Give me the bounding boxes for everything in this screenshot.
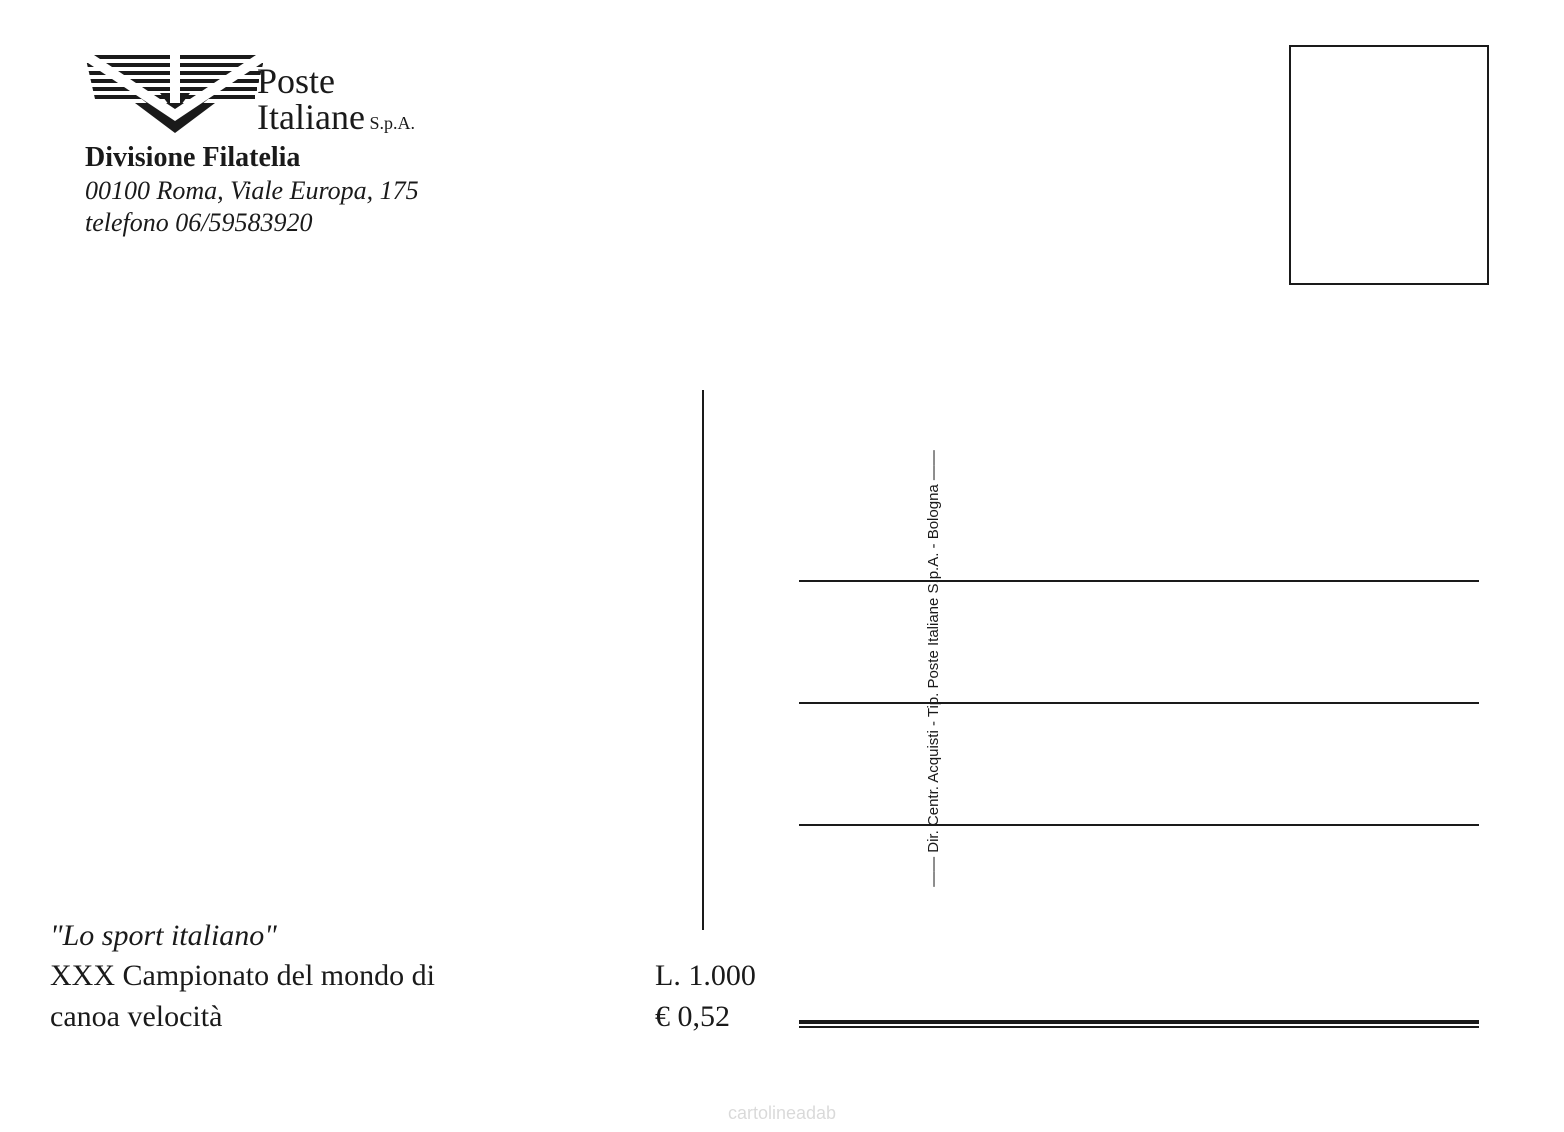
vertical-divider	[702, 390, 704, 930]
sender-address: 00100 Roma, Viale Europa, 175	[85, 174, 419, 208]
division-label: Divisione Filatelia	[85, 142, 419, 174]
logo-name-line2-row: Italiane S.p.A.	[257, 99, 415, 135]
logo-row: Poste Italiane S.p.A.	[85, 55, 419, 140]
recipient-address-lines	[799, 580, 1479, 946]
price-lire: L. 1.000	[655, 956, 756, 997]
caption-line2: canoa velocità	[50, 997, 435, 1038]
poste-italiane-logo-icon	[85, 55, 265, 140]
address-line-underline	[799, 1020, 1479, 1028]
logo-suffix: S.p.A.	[365, 113, 415, 133]
sender-phone: telefono 06/59583920	[85, 208, 419, 238]
address-line-3	[799, 824, 1479, 826]
price-section: L. 1.000 € 0,52	[655, 956, 756, 1037]
caption-title: "Lo sport italiano"	[50, 916, 435, 957]
logo-name-line1: Poste	[257, 63, 415, 99]
watermark-text: cartolineadab	[728, 1103, 836, 1124]
caption-section: "Lo sport italiano" XXX Campionato del m…	[50, 916, 435, 1038]
double-rule-bottom	[799, 1026, 1479, 1028]
stamp-placeholder-box	[1289, 45, 1489, 285]
double-rule-top	[799, 1020, 1479, 1024]
caption-line1: XXX Campionato del mondo di	[50, 956, 435, 997]
postcard-back: Poste Italiane S.p.A. Divisione Filateli…	[0, 0, 1564, 1132]
price-euro: € 0,52	[655, 997, 756, 1038]
sender-header: Poste Italiane S.p.A. Divisione Filateli…	[85, 55, 419, 238]
logo-text: Poste Italiane S.p.A.	[257, 63, 415, 135]
address-line-2	[799, 702, 1479, 704]
logo-name-line2: Italiane	[257, 97, 365, 137]
address-line-1	[799, 580, 1479, 582]
